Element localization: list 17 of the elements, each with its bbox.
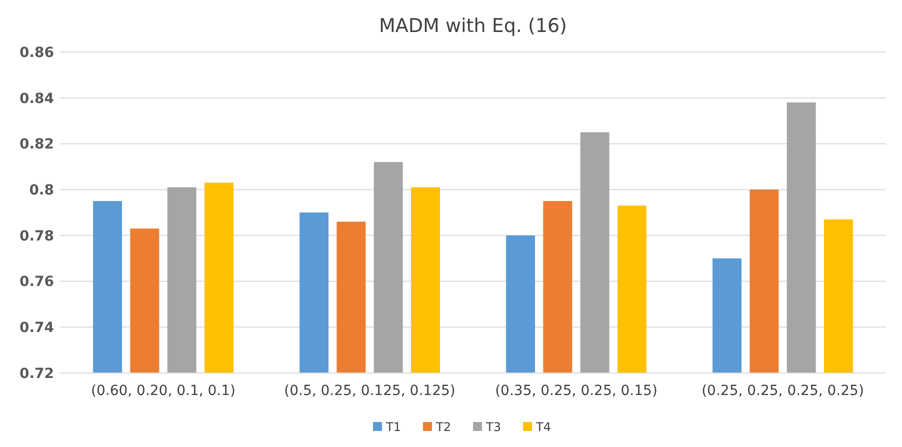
chart-title: MADM with Eq. (16) [379,15,567,37]
legend-label: T4 [535,420,551,434]
x-tick-label: (0.35, 0.25, 0.25, 0.15) [495,383,658,399]
y-tick-label: 0.74 [19,320,54,336]
y-tick-label: 0.78 [19,228,54,244]
legend-label: T1 [385,420,401,434]
y-tick-label: 0.82 [19,136,54,153]
legend-label: T2 [435,420,451,434]
x-tick-label: (0.25, 0.25, 0.25, 0.25) [702,383,864,399]
y-tick-label: 0.76 [19,274,54,290]
y-tick-label: 0.8 [29,182,54,198]
legend-label: T3 [485,420,501,434]
y-tick-label: 0.84 [19,90,54,107]
x-tick-label: (0.5, 0.25, 0.125, 0.125) [284,383,456,399]
x-tick-label: (0.60, 0.20, 0.1, 0.1) [91,383,236,399]
y-tick-label: 0.86 [19,44,54,61]
y-tick-label: 0.72 [19,366,54,382]
